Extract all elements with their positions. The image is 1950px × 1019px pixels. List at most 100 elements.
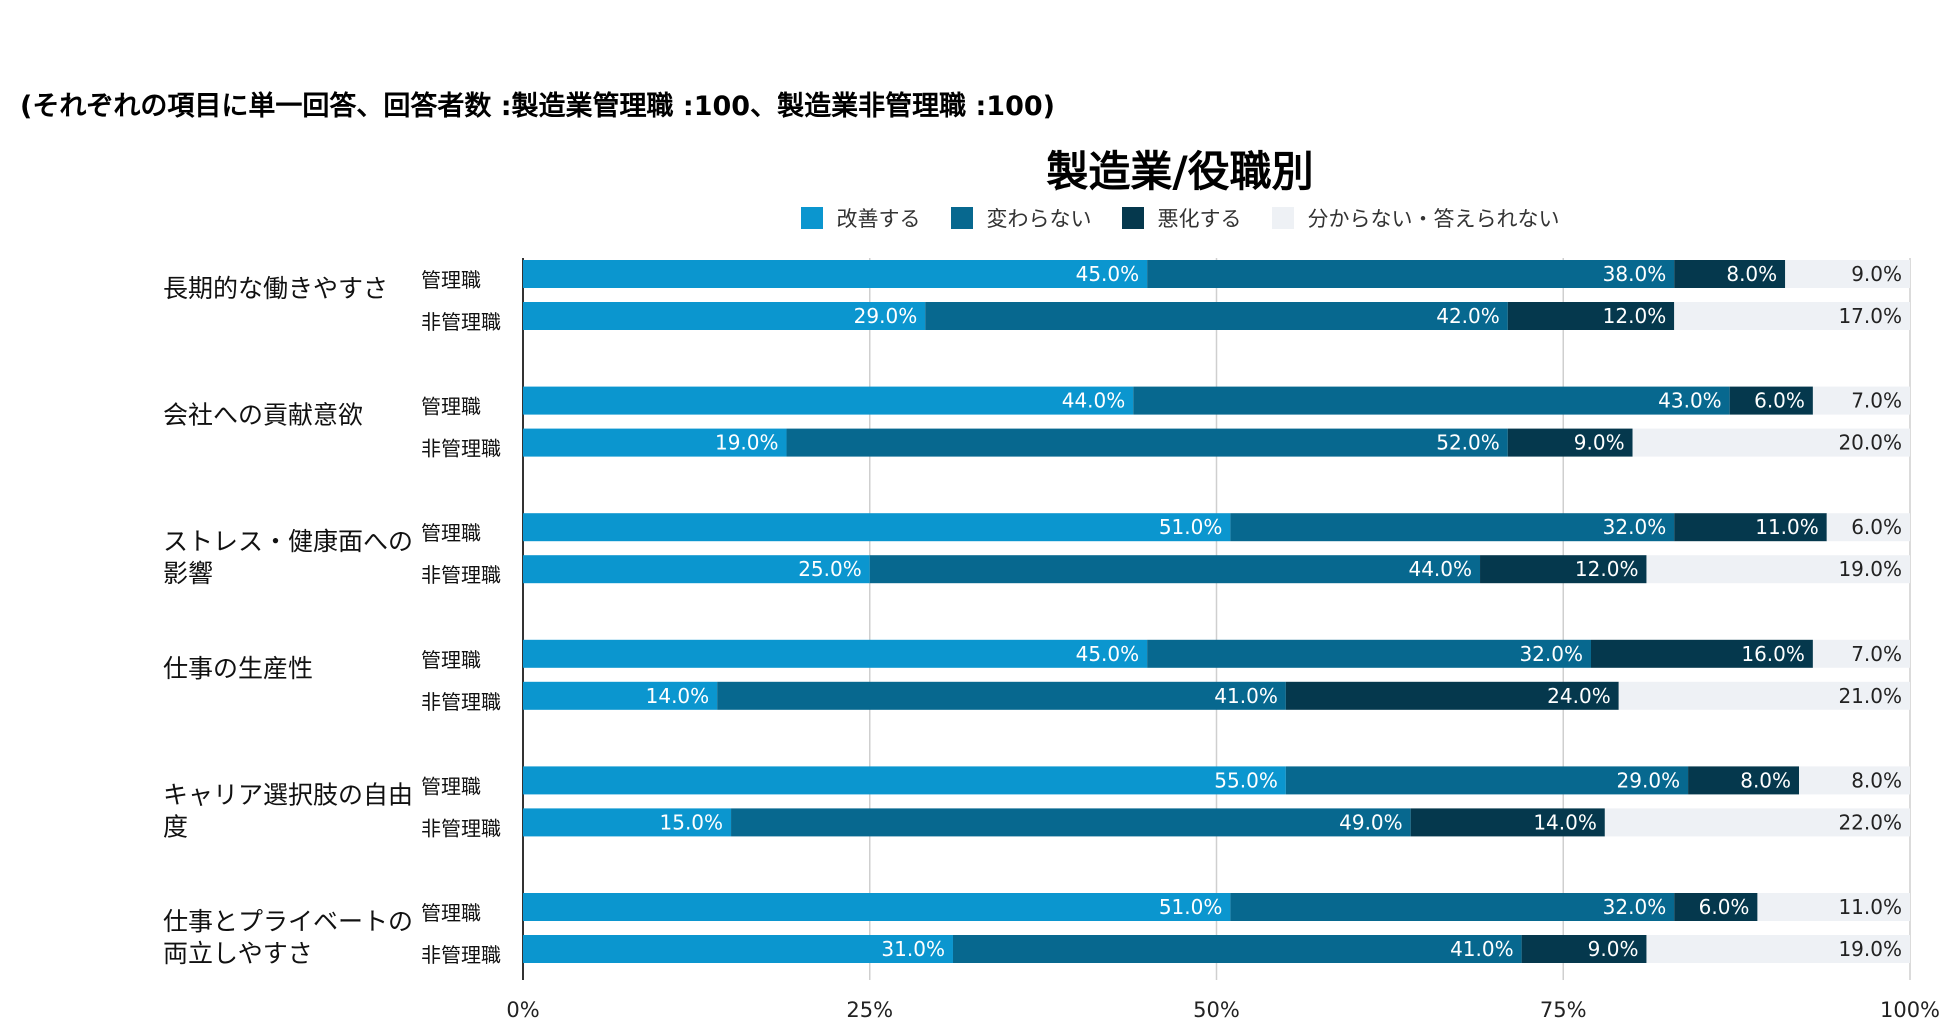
data-label: 42.0% <box>1436 304 1500 328</box>
legend-label-no-change: 変わらない <box>986 207 1092 231</box>
data-label: 29.0% <box>854 304 918 328</box>
bar-segment <box>786 428 1508 457</box>
bar-segment <box>1688 766 1800 795</box>
data-label: 29.0% <box>1617 768 1681 792</box>
data-label: 17.0% <box>1838 304 1902 328</box>
bar-segment <box>523 555 870 584</box>
legend-swatch-improve <box>800 207 823 229</box>
bar-segment <box>1230 513 1675 542</box>
group-label: 影響 <box>163 559 213 588</box>
bar-segment <box>523 639 1148 668</box>
row-label: 非管理職 <box>421 437 501 461</box>
data-label: 51.0% <box>1159 895 1223 919</box>
bar-segment <box>523 808 732 837</box>
legend-swatch-worsen <box>1121 207 1144 229</box>
bar-segment <box>523 893 1231 921</box>
bar-segment <box>1604 808 1910 837</box>
group-label: 度 <box>163 812 188 841</box>
legend-label-unknown: 分からない・答えられない <box>1307 207 1560 231</box>
data-label: 52.0% <box>1436 431 1500 455</box>
bar-segment <box>1230 893 1675 921</box>
bar-segment <box>1646 935 1910 963</box>
data-label: 43.0% <box>1658 389 1722 413</box>
data-label: 32.0% <box>1603 515 1667 539</box>
bar-segment <box>1147 639 1591 668</box>
data-label: 31.0% <box>881 937 945 961</box>
bar-segment <box>717 681 1286 710</box>
bar-segment <box>1521 935 1647 963</box>
data-label: 8.0% <box>1726 262 1777 286</box>
x-tick-label: 0% <box>506 998 539 1019</box>
data-label: 6.0% <box>1699 895 1750 919</box>
data-label: 7.0% <box>1851 642 1902 666</box>
group-label: 仕事の生産性 <box>163 654 313 683</box>
data-label: 9.0% <box>1574 431 1625 455</box>
legend-item-no-change: 変わらない <box>950 203 1092 233</box>
row-label: 管理職 <box>421 901 481 925</box>
bar-segment <box>1674 260 1786 288</box>
data-label: 41.0% <box>1450 937 1514 961</box>
data-label: 19.0% <box>1838 937 1902 961</box>
chart-title: 製造業/役職別 <box>1046 147 1314 196</box>
legend-label-improve: 改善する <box>836 207 921 231</box>
bar-segment <box>1799 766 1910 795</box>
bar-segment <box>1590 639 1813 668</box>
bar-segment <box>523 386 1134 415</box>
legend-swatch-no-change <box>950 207 973 229</box>
data-label: 6.0% <box>1754 389 1805 413</box>
bar-segment <box>1646 555 1910 584</box>
group-label: 会社への貢献意欲 <box>163 401 363 430</box>
data-label: 7.0% <box>1851 389 1902 413</box>
data-label: 9.0% <box>1588 937 1639 961</box>
data-label: 45.0% <box>1076 642 1140 666</box>
data-label: 19.0% <box>1838 557 1902 581</box>
data-label: 51.0% <box>1159 515 1223 539</box>
bar-segment <box>1785 260 1910 288</box>
data-label: 20.0% <box>1838 431 1902 455</box>
bar-segment <box>1674 893 1758 921</box>
group-label: 長期的な働きやすさ <box>163 274 388 303</box>
chart-legend: 改善する 変わらない 悪化する 分からない・答えられない <box>0 203 1950 233</box>
bar-segment <box>523 766 1286 795</box>
group-label: キャリア選択肢の自由 <box>163 780 413 809</box>
bar-segment <box>1410 808 1605 837</box>
bar-segment <box>1507 428 1633 457</box>
row-label: 管理職 <box>421 521 481 545</box>
bar-segment <box>1285 681 1619 710</box>
data-label: 8.0% <box>1851 768 1902 792</box>
row-label: 非管理職 <box>421 816 501 840</box>
row-label: 管理職 <box>421 774 481 798</box>
row-label: 非管理職 <box>421 310 501 334</box>
data-label: 22.0% <box>1838 810 1902 834</box>
group-label: ストレス・健康面への <box>163 527 413 556</box>
bar-segment <box>869 555 1481 584</box>
bar-segment <box>925 302 1508 330</box>
bar-segment <box>1674 302 1910 330</box>
data-label: 12.0% <box>1575 557 1639 581</box>
legend-label-worsen: 悪化する <box>1157 207 1242 231</box>
row-label: 非管理職 <box>421 943 501 967</box>
row-label: 管理職 <box>421 395 481 419</box>
bar-segment <box>1729 386 1813 415</box>
data-label: 16.0% <box>1741 642 1805 666</box>
bar-segment <box>523 935 953 963</box>
data-label: 6.0% <box>1851 515 1902 539</box>
legend-item-worsen: 悪化する <box>1121 203 1242 233</box>
bar-segment <box>1507 302 1675 330</box>
data-label: 15.0% <box>660 810 724 834</box>
data-label: 49.0% <box>1339 810 1403 834</box>
group-label: 仕事とプライベートの <box>163 907 413 936</box>
data-label: 21.0% <box>1838 684 1902 708</box>
data-label: 55.0% <box>1214 768 1278 792</box>
bar-segment <box>1147 260 1675 288</box>
bar-segment <box>523 302 926 330</box>
data-label: 14.0% <box>1533 810 1597 834</box>
data-label: 24.0% <box>1547 684 1611 708</box>
x-tick-label: 75% <box>1540 998 1587 1019</box>
bar-segment <box>1285 766 1689 795</box>
data-label: 8.0% <box>1740 768 1791 792</box>
data-label: 12.0% <box>1603 304 1667 328</box>
legend-item-unknown: 分からない・答えられない <box>1271 203 1560 233</box>
bar-segment <box>1618 681 1910 710</box>
